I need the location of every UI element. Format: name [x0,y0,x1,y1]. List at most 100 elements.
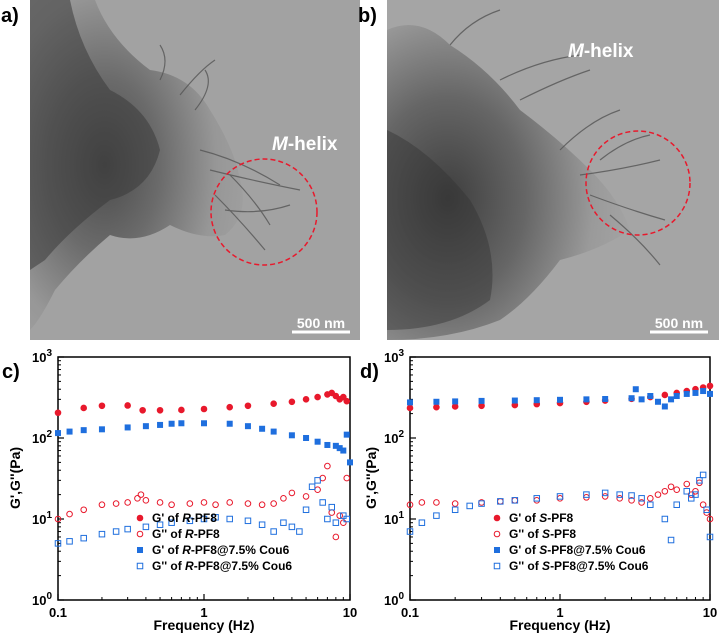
data-point-series-3 [673,501,680,508]
data-point-series-2 [226,420,233,427]
data-point-series-1 [433,499,440,506]
data-point-series-2 [55,430,61,437]
data-point-series-1 [226,499,234,506]
data-point-series-0 [200,405,208,413]
data-point-series-3 [688,495,695,502]
data-point-series-3 [54,540,62,547]
data-point-series-1 [66,510,73,518]
data-point-series-3 [683,488,691,495]
data-point-series-1 [280,495,287,502]
data-point-series-1 [511,497,519,504]
data-point-series-0 [54,409,62,417]
scale-label-b: 500 nm [655,315,703,331]
y-tick-label: 101 [384,510,404,527]
data-point-series-3 [703,506,710,514]
data-point-series-0 [178,406,185,414]
data-point-series-3 [98,530,106,538]
data-point-series-2 [98,426,105,433]
data-point-series-3 [302,506,310,514]
data-point-series-2 [478,397,485,404]
data-point-series-1 [200,499,208,506]
data-point-series-3 [319,499,326,506]
helix-circle-a [210,158,318,266]
legend-label-0: G' of R-PF8 [152,511,217,525]
data-point-series-2 [343,431,350,438]
data-point-series-3 [699,471,707,479]
data-point-series-0 [226,403,234,411]
data-point-series-2 [707,390,713,397]
helix-label-a: M-helix [272,134,338,155]
data-point-series-1 [98,501,106,509]
data-point-series-1 [638,499,645,506]
data-point-series-0 [156,406,164,414]
data-point-series-0 [124,402,131,409]
legend-label-1: G'' of R-PF8 [152,527,220,541]
data-point-series-2 [557,396,563,403]
data-point-series-3 [667,536,675,544]
data-point-series-3 [556,493,564,500]
data-point-series-3 [212,514,219,521]
data-point-series-2 [201,420,207,427]
legend-label-3: G'' of S-PF8@7.5% Cou6 [509,559,649,573]
data-point-series-3 [696,477,703,484]
data-point-series-1 [343,474,351,482]
data-point-series-0 [98,402,106,410]
data-point-series-3 [616,491,623,498]
y-tick-label: 102 [384,429,404,446]
data-point-series-1 [288,489,296,497]
data-point-series-2 [347,459,353,466]
data-point-series-2 [683,390,690,397]
data-point-series-2 [340,447,347,454]
x-tick-label: 0.1 [49,605,67,620]
data-point-series-1 [418,499,426,506]
data-point-series-2 [157,421,164,428]
data-point-series-3 [280,519,287,526]
legend-marker-1 [493,530,501,538]
helix-label-b: M-helix [568,41,634,62]
x-axis-title-c: Frequency (Hz) [153,617,254,633]
fibers-b [449,9,666,266]
data-point-series-0 [314,393,321,401]
data-point-series-1 [692,487,699,495]
x-axis-title-d: Frequency (Hz) [509,617,610,633]
data-point-series-2 [632,386,639,393]
data-point-series-1 [328,509,336,516]
data-point-series-2 [80,427,87,434]
ticks-c: 0.1 1 10 100 101 102 103 [32,348,357,620]
legend-marker-3 [493,562,501,570]
legend-label-1: G'' of S-PF8 [509,527,576,541]
data-point-series-1 [340,519,347,527]
data-point-series-2 [270,428,277,435]
fibers-a [159,44,301,251]
data-point-series-1 [124,499,131,506]
data-point-series-3 [328,503,336,511]
panel-label-b: b) [358,5,377,27]
data-point-series-1 [406,501,414,509]
chart-d: d) Frequency (Hz) G',G''(Pa) 0.1 1 10 100 10… [360,348,717,633]
y-tick-label: 103 [32,348,52,365]
data-point-series-1 [616,495,623,502]
data-point-series-2 [433,398,440,405]
data-point-series-1 [683,480,691,488]
legend-marker-2 [137,547,143,553]
x-tick-label: 1 [556,605,563,620]
tem-panel-b: M-helix 500 nm b) [358,0,719,340]
data-point-series-1 [156,499,164,506]
data-point-series-2 [602,396,609,403]
data-point-series-2 [533,397,540,404]
data-point-series-0 [451,403,459,410]
legend-label-0: G' of S-PF8 [509,511,574,525]
data-point-series-1 [601,493,609,500]
data-point-series-1 [451,500,459,507]
data-point-series-3 [706,533,714,541]
data-point-series-1 [137,491,145,498]
y-tick-label: 100 [32,591,52,608]
data-point-series-2 [124,424,131,431]
data-point-series-0 [139,406,146,414]
data-point-series-0 [706,382,714,390]
data-point-series-3 [628,492,635,499]
data-point-series-3 [478,500,485,507]
data-point-series-2 [178,420,185,427]
data-point-series-2 [700,388,707,395]
